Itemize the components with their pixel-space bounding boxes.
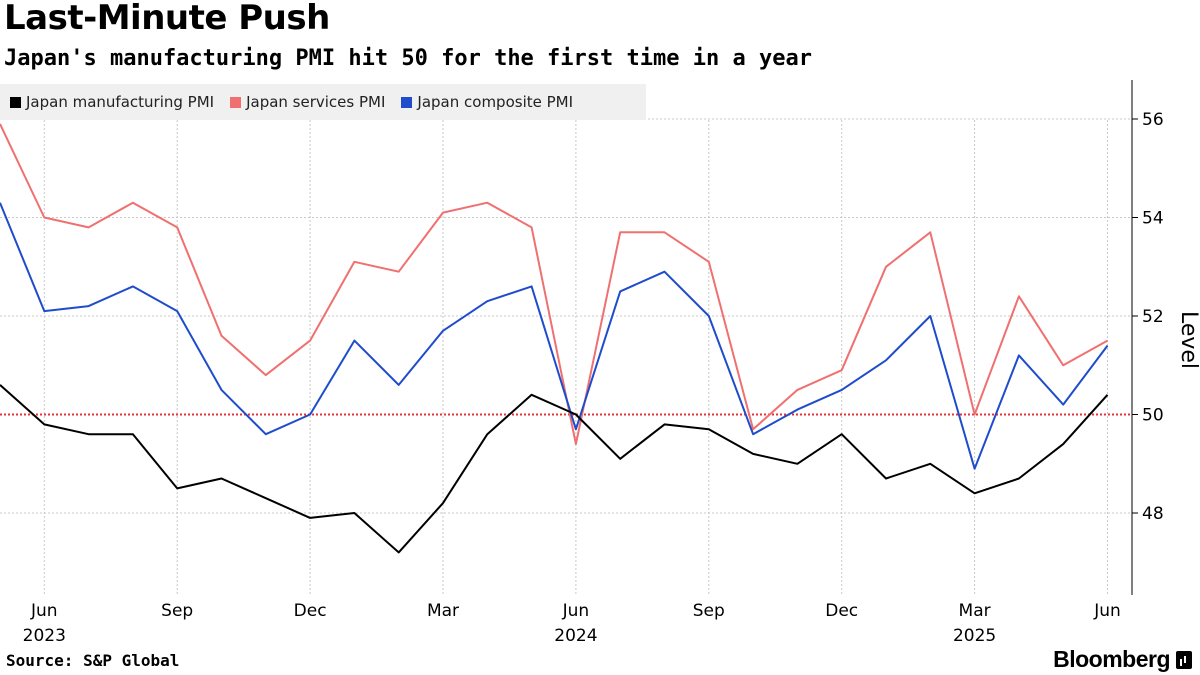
chart-title: Last-Minute Push	[4, 0, 330, 38]
bar-chart-icon	[1176, 650, 1192, 669]
series-lines	[0, 123, 1109, 554]
legend-label: Japan composite PMI	[417, 93, 574, 111]
y-tick-label: 56	[1142, 110, 1164, 130]
legend-item-manufacturing: Japan manufacturing PMI	[10, 93, 214, 111]
y-tick-label: 50	[1142, 406, 1164, 426]
series-line-manufacturing	[0, 384, 1109, 554]
grid-lines	[0, 118, 1132, 595]
y-axis: 48 50 52 54 56	[1131, 80, 1164, 595]
legend: Japan manufacturing PMI Japan services P…	[0, 84, 646, 120]
y-tick-label: 48	[1142, 504, 1164, 524]
series-line-composite	[0, 202, 1109, 470]
y-tick-label: 54	[1142, 209, 1164, 229]
legend-swatch	[230, 96, 242, 108]
x-tick-label-month: Sep	[693, 601, 725, 621]
brand-logo: Bloomberg	[1053, 646, 1192, 673]
legend-swatch	[10, 96, 21, 108]
chart-subtitle: Japan's manufacturing PMI hit 50 for the…	[4, 46, 812, 71]
x-tick-label-month: Dec	[825, 601, 858, 621]
x-tick-label-year: 2025	[953, 626, 996, 646]
x-tick-label-year: 2023	[23, 626, 66, 646]
source-note: Source: S&P Global	[6, 651, 180, 670]
x-axis-labels: Jun 2023 Sep Dec Mar Jun 2024 Sep Dec Mar 2025 Jun	[23, 601, 1121, 646]
y-tick-label: 52	[1142, 307, 1164, 327]
series-line-services	[0, 123, 1108, 446]
x-tick-label-month: Dec	[294, 601, 327, 621]
x-tick-label-month: Jun	[30, 601, 58, 621]
legend-label: Japan manufacturing PMI	[26, 93, 215, 111]
x-tick-label-month: Mar	[427, 601, 459, 621]
x-tick-label-month: Sep	[161, 601, 193, 621]
legend-label: Japan services PMI	[246, 93, 386, 111]
legend-item-services: Japan services PMI	[230, 93, 385, 111]
x-tick-label-month: Jun	[562, 601, 590, 621]
y-axis-title: Level	[1176, 311, 1200, 369]
x-tick-label-year: 2024	[554, 626, 597, 646]
x-tick-label-month: Jun	[1093, 601, 1121, 621]
brand-name: Bloomberg	[1053, 646, 1170, 672]
x-tick-label-month: Mar	[959, 601, 991, 621]
legend-item-composite: Japan composite PMI	[401, 93, 573, 111]
legend-swatch	[401, 96, 413, 108]
